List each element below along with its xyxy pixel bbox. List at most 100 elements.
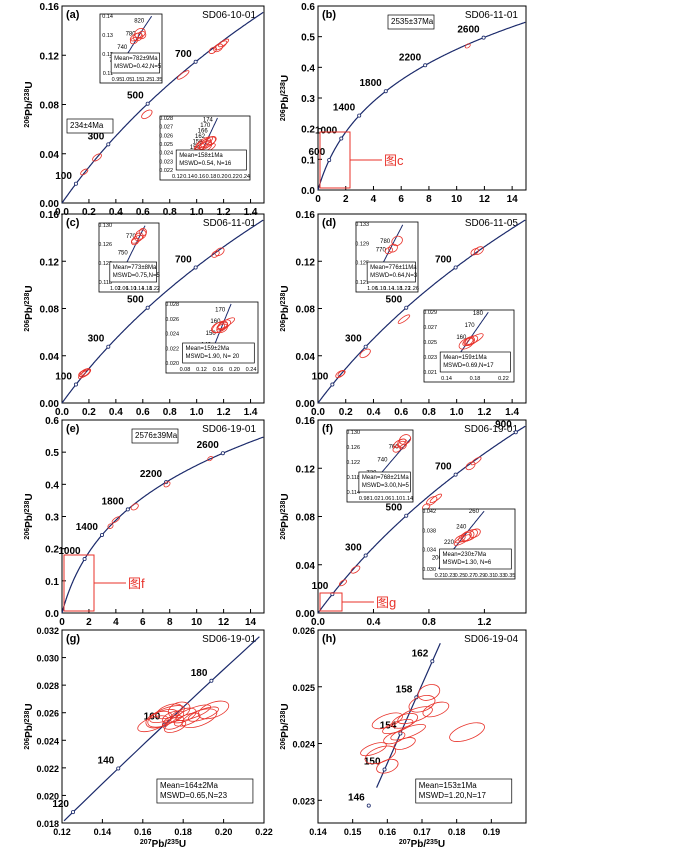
age-marker bbox=[193, 265, 198, 270]
age-marker bbox=[193, 59, 198, 64]
y-tick-label: 0.028 bbox=[36, 681, 59, 691]
inset: 0.951.051.151.251.350.110.120.130.147007… bbox=[99, 13, 163, 84]
age-callout bbox=[131, 428, 179, 444]
inset-x-tick: 0.25 bbox=[455, 573, 466, 579]
x-tick-label: 0.0 bbox=[311, 407, 325, 418]
inset-y-tick: 0.12 bbox=[102, 52, 113, 58]
data-ellipse bbox=[417, 684, 441, 701]
age-label: 700 bbox=[435, 255, 452, 266]
x-tick-label: 0.18 bbox=[174, 827, 192, 837]
x-tick-label: 0.8 bbox=[422, 407, 436, 418]
x-tick-label: 14 bbox=[507, 194, 519, 205]
inset-x-tick: 0.27 bbox=[465, 573, 476, 579]
inset-x-tick: 0.18 bbox=[470, 376, 481, 382]
inset-x-tick: 1.35 bbox=[152, 77, 163, 83]
inset-age-label: 162 bbox=[195, 134, 206, 140]
stats-text: Mean=153±1Ma bbox=[419, 781, 478, 790]
y-tick-label: 0.2 bbox=[301, 125, 315, 136]
stats-text: Mean=230±7Ma bbox=[443, 552, 487, 558]
inset-age-label: 740 bbox=[117, 45, 128, 51]
inset-x-tick: 1.18 bbox=[141, 286, 152, 292]
panel-e: 0 2 4 6 8 10 12 14 0.0 0.1 0.2 0.3 0.4 0.5 0.6 206Pb/23… bbox=[24, 416, 265, 628]
x-tick-label: 0.6 bbox=[136, 207, 150, 218]
stats-text: MSWD=0.64,N=3 bbox=[370, 273, 418, 279]
sample-id: SD06-11-05 bbox=[465, 218, 519, 229]
data-ellipse bbox=[460, 530, 475, 542]
inset-x-tick: 0.95 bbox=[112, 77, 123, 83]
age-label: 1400 bbox=[333, 103, 356, 114]
age-marker bbox=[330, 382, 335, 387]
age-label: 100 bbox=[312, 372, 329, 383]
inset-age-label: 170 bbox=[200, 123, 211, 129]
age-label: 2600 bbox=[197, 440, 220, 451]
sample-id: SD06-11-01 bbox=[203, 218, 257, 229]
age-marker bbox=[453, 472, 458, 477]
inset: 1.061.101.141.181.221.26 0.121 0.125 0.129 0… bbox=[355, 221, 419, 293]
panel-f: 0.0 0.4 0.8 1.2 0.00 0.04 0.08 0.12 0.16 206Pb/23… bbox=[280, 416, 527, 628]
y-tick-label: 0.026 bbox=[36, 709, 59, 719]
x-tick-label: 8 bbox=[426, 194, 432, 205]
inset: 0.21 0.23 0.25 0.27 0.29 0.31 0.33 0.35 0.030 0.0… bbox=[422, 508, 516, 580]
data-ellipse bbox=[163, 481, 171, 488]
data-ellipse bbox=[130, 503, 139, 511]
x-tick-label: 1.0 bbox=[190, 407, 204, 418]
stats-text: MSWD=3.00,N=5 bbox=[362, 483, 410, 489]
x-tick-label: 1.4 bbox=[244, 407, 258, 418]
inset-age-label: 170 bbox=[215, 307, 226, 313]
y-axis-label: 206Pb/238U bbox=[280, 493, 291, 539]
inset-age-label: 174 bbox=[203, 118, 214, 124]
data-ellipse bbox=[129, 37, 139, 45]
age-label: 900 bbox=[495, 419, 512, 430]
inset-age-label: 240 bbox=[456, 525, 467, 531]
data-ellipse bbox=[382, 718, 414, 735]
x-tick-label: 1.2 bbox=[217, 207, 231, 218]
stats-text: Mean=158±1Ma bbox=[179, 153, 223, 159]
inset-y-tick: 0.129 bbox=[355, 241, 369, 247]
inset-x-tick: 1.02 bbox=[370, 496, 381, 502]
y-axis-label: 206Pb/238U bbox=[280, 75, 291, 121]
data-ellipse bbox=[111, 516, 121, 524]
data-ellipse bbox=[141, 109, 153, 120]
y-tick-label: 0.3 bbox=[45, 513, 59, 524]
y-tick-label: 0.0 bbox=[45, 609, 59, 620]
data-ellipse bbox=[129, 32, 143, 42]
age-label: 300 bbox=[345, 334, 362, 345]
inset: 1.021.061.101.141.181.22 0.118 0.122 0.126 0… bbox=[98, 222, 160, 293]
x-tick-label: 0.4 bbox=[109, 207, 123, 218]
inset-x-tick: 0.22 bbox=[228, 174, 239, 180]
x-tick-label: 0.4 bbox=[367, 407, 381, 418]
x-tick-label: 0.2 bbox=[82, 407, 96, 418]
data-ellipse bbox=[458, 337, 475, 350]
y-axis-label: 206Pb/238U bbox=[280, 285, 291, 331]
x-tick-label: 0 bbox=[315, 194, 321, 205]
age-label: 150 bbox=[364, 757, 381, 768]
inset-y-tick: 0.024 bbox=[159, 151, 173, 157]
inset-age-label: 740 bbox=[377, 457, 388, 463]
panel-d: 0.0 0.2 0.4 0.6 0.8 1.0 1.2 1.4 0.00 0.04 0.08 0.12… bbox=[280, 210, 527, 418]
inset-x-tick: 0.31 bbox=[485, 573, 496, 579]
data-ellipse bbox=[384, 246, 393, 255]
age-marker bbox=[430, 659, 435, 664]
x-tick-label: 10 bbox=[191, 617, 203, 628]
stats-text: MSWD=0.65,N=23 bbox=[160, 791, 228, 800]
x-tick-label: 0.15 bbox=[344, 827, 362, 837]
data-ellipse bbox=[200, 136, 216, 149]
age-label: 120 bbox=[52, 799, 69, 810]
data-ellipse bbox=[78, 369, 91, 379]
y-tick-label: 0.04 bbox=[40, 352, 60, 363]
x-tick-label: 0.2 bbox=[339, 407, 353, 418]
y-tick-label: 0.025 bbox=[292, 683, 315, 693]
x-tick-label: 0.0 bbox=[55, 407, 69, 418]
age-label: 158 bbox=[396, 684, 413, 695]
inset-x-tick: 0.16 bbox=[213, 367, 224, 373]
inset-x-tick: 1.06 bbox=[381, 496, 392, 502]
data-ellipse bbox=[137, 30, 147, 40]
data-ellipse bbox=[164, 720, 187, 733]
inset-y-tick: 0.022 bbox=[159, 168, 173, 174]
sample-id: SD06-19-01 bbox=[202, 424, 256, 435]
age-marker bbox=[145, 101, 150, 106]
data-ellipse bbox=[350, 565, 361, 574]
inset-y-tick: 0.030 bbox=[422, 567, 436, 573]
age-label: 154 bbox=[380, 720, 397, 731]
inset-y-tick: 0.027 bbox=[159, 125, 173, 131]
